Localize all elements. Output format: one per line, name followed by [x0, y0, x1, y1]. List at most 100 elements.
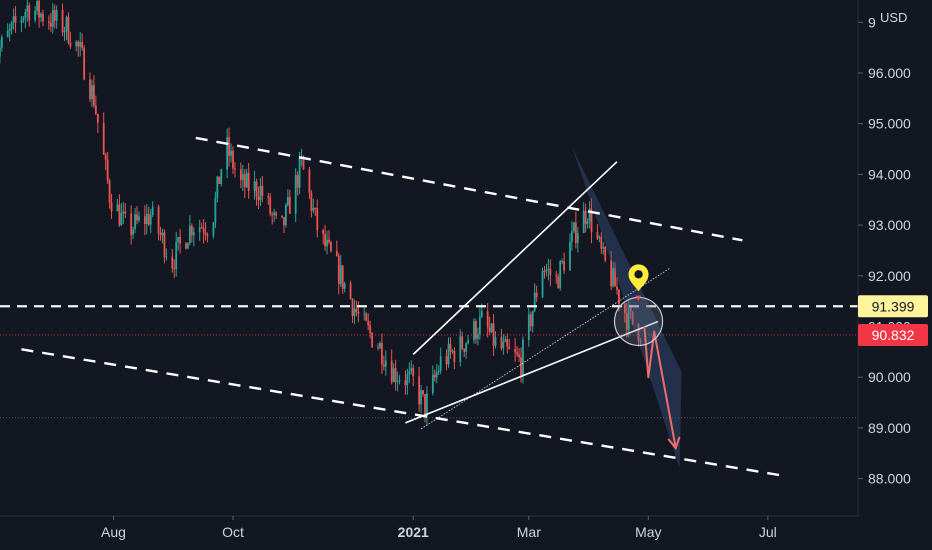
candle: [369, 320, 372, 339]
map-pin-icon: [628, 264, 649, 292]
candle: [177, 236, 180, 251]
candle: [447, 337, 450, 368]
candle: [506, 333, 509, 354]
candle: [14, 5, 17, 33]
candle: [253, 170, 256, 200]
candle: [40, 11, 42, 23]
candle: [94, 95, 97, 116]
candle: [612, 261, 614, 288]
candle: [77, 40, 80, 57]
candle: [516, 346, 518, 357]
candle: [134, 208, 136, 234]
candle: [118, 194, 121, 227]
candle: [535, 285, 538, 302]
candle: [132, 226, 134, 240]
candle: [420, 385, 422, 414]
candle: [245, 168, 248, 189]
candle: [590, 198, 593, 244]
candle: [79, 32, 82, 57]
candle: [102, 112, 105, 155]
candle: [473, 318, 475, 344]
candle: [367, 313, 370, 331]
candle: [390, 349, 393, 385]
candle: [218, 176, 221, 184]
candle: [602, 242, 605, 255]
candle: [404, 370, 407, 395]
candle: [439, 347, 442, 375]
candle: [330, 240, 332, 253]
candle: [286, 189, 289, 207]
candle: [379, 341, 381, 349]
projection-arrow: [643, 326, 681, 451]
candle: [465, 342, 468, 359]
candle: [598, 235, 601, 243]
candle: [104, 152, 107, 171]
candle: [28, 2, 31, 27]
y-tick-label: 92.000: [868, 268, 911, 284]
candle: [502, 334, 505, 355]
candle: [20, 15, 23, 33]
candle: [310, 190, 313, 218]
y-tick-label: 90.000: [868, 369, 911, 385]
time-axis[interactable]: Aug Oct 2021 Mar May Jul: [101, 516, 777, 540]
candle: [6, 23, 9, 38]
y-tick-label: 88.000: [868, 471, 911, 487]
candle: [398, 375, 401, 385]
candle: [83, 45, 86, 81]
y-tick-label: 96.000: [868, 65, 911, 81]
candle: [328, 230, 330, 245]
candle: [38, 0, 40, 28]
candle: [394, 359, 397, 391]
candle: [576, 227, 579, 253]
candle: [228, 127, 230, 167]
candle: [437, 365, 440, 376]
candle: [171, 249, 174, 273]
candle: [604, 245, 607, 263]
signal-marker: [635, 295, 642, 301]
trendline-1: [21, 348, 786, 478]
candle: [316, 199, 319, 238]
level-price-tag: 91.399: [858, 295, 928, 318]
candle: [514, 338, 517, 362]
candle: [259, 177, 262, 207]
candle: [392, 363, 395, 383]
candle: [625, 302, 628, 338]
candle: [351, 298, 354, 323]
candle: [53, 4, 56, 29]
candle: [412, 364, 415, 386]
candle: [424, 393, 426, 423]
candle: [543, 265, 546, 279]
y-tick-label: 9: [868, 14, 876, 30]
candle: [408, 362, 411, 383]
y-tick-label: 94.000: [868, 166, 911, 182]
candle: [555, 270, 558, 284]
candle: [449, 337, 452, 359]
candle: [12, 8, 15, 30]
currency-label[interactable]: USD: [880, 10, 907, 25]
candle: [261, 176, 264, 203]
candle: [200, 222, 203, 229]
x-tick-label: Oct: [222, 524, 244, 540]
candle: [547, 258, 550, 281]
last-price-tag: 90.832: [858, 324, 928, 347]
candle: [508, 338, 511, 350]
candlestick-series: [0, 0, 642, 426]
candle: [47, 15, 50, 30]
candle: [384, 350, 387, 376]
candle: [500, 328, 503, 351]
candle: [518, 348, 520, 362]
candle: [69, 31, 72, 49]
candle: [410, 360, 413, 375]
y-tick-label: 95.000: [868, 116, 911, 132]
candle: [324, 224, 326, 252]
candle: [343, 281, 346, 293]
candle: [312, 198, 315, 214]
candle: [273, 208, 276, 223]
candle: [0, 40, 1, 64]
candle: [175, 231, 178, 277]
trendline-2: [412, 161, 618, 355]
candle: [326, 230, 328, 255]
candle: [267, 192, 270, 206]
candle: [81, 33, 84, 51]
